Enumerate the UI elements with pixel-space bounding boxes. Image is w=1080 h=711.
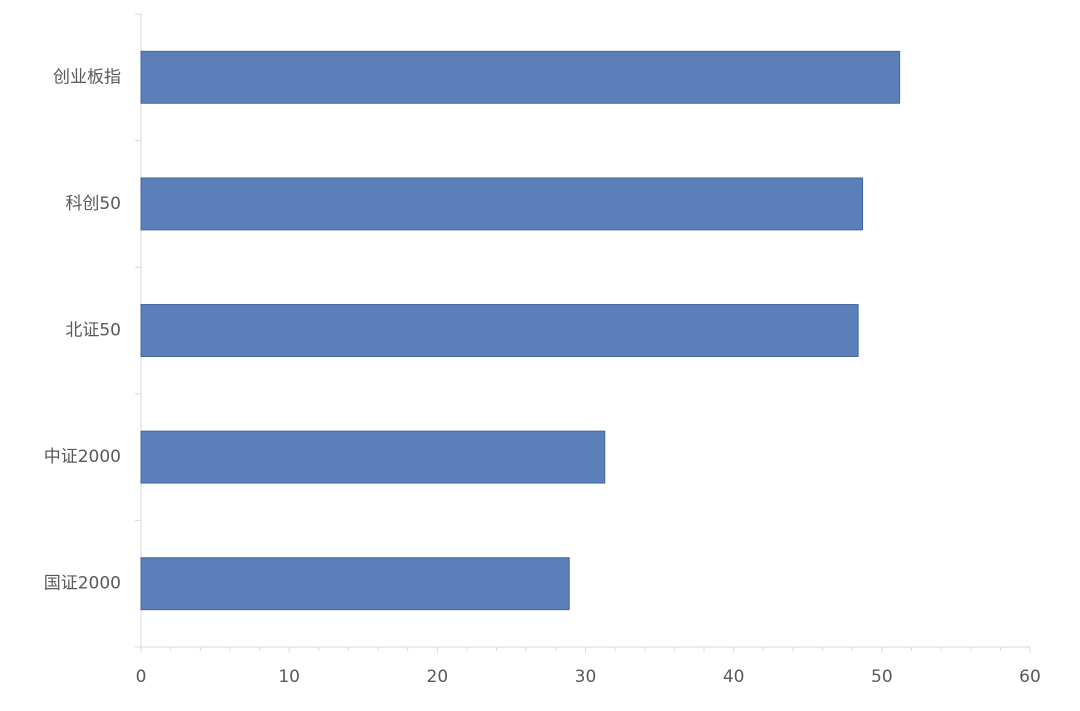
x-tick-label: 20 [427, 667, 449, 687]
bar [140, 430, 606, 484]
x-tick-label: 10 [278, 667, 300, 687]
bar [140, 50, 901, 104]
y-tick-label: 国证2000 [44, 574, 121, 594]
bar [140, 304, 859, 357]
bar [140, 177, 864, 231]
y-tick-label: 中证2000 [44, 447, 121, 467]
y-tick-label: 北证50 [65, 321, 121, 341]
y-tick-label: 科创50 [65, 194, 121, 214]
x-tick-label: 50 [871, 667, 893, 687]
x-tick-label: 40 [723, 667, 745, 687]
x-tick-label: 60 [1019, 667, 1041, 687]
x-tick-label: 30 [575, 667, 597, 687]
x-tick-label: 0 [136, 667, 147, 687]
bar [140, 557, 570, 611]
y-tick-label: 创业板指 [53, 67, 121, 87]
